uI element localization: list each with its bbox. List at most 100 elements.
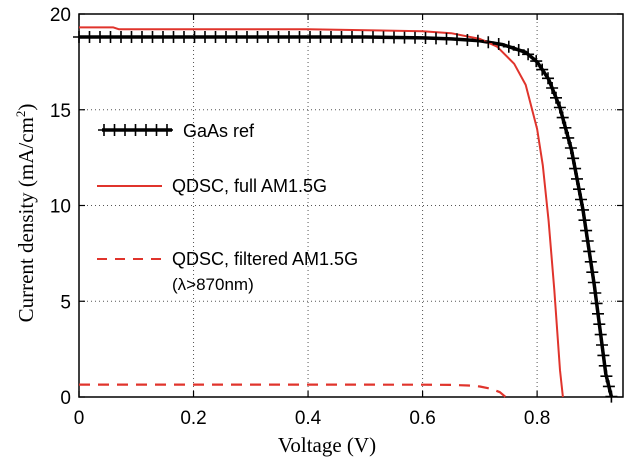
series-gaas-ref-marker xyxy=(512,44,525,56)
series-gaas-ref-marker xyxy=(419,32,432,44)
series-gaas-ref-marker xyxy=(530,55,543,68)
legend: GaAs ref QDSC, full AM1.5G QDSC, filtere… xyxy=(97,121,358,294)
series-gaas-ref-markers xyxy=(73,31,618,403)
x-tick-label: 0.2 xyxy=(180,408,206,429)
series-gaas-ref-marker xyxy=(492,38,505,50)
series-gaas-ref-marker xyxy=(146,31,159,43)
legend-sample-gaas-marker xyxy=(119,124,131,136)
series-gaas-ref-marker xyxy=(596,339,608,351)
y-tick-label: 20 xyxy=(50,5,71,26)
series-gaas-ref-marker xyxy=(556,111,569,124)
series-gaas-ref-marker xyxy=(199,31,211,43)
y-axis-title-main: Current density (mA/cm xyxy=(14,117,38,322)
series-gaas-ref-marker xyxy=(136,31,148,43)
series-gaas-ref-marker xyxy=(304,31,316,43)
series-gaas-ref-marker xyxy=(409,31,421,44)
series-gaas-ref-marker xyxy=(593,318,606,331)
series-gaas-ref-marker xyxy=(293,31,306,43)
series-qdsc-filtered-line xyxy=(79,383,507,398)
legend-label-gaas: GaAs ref xyxy=(183,121,255,141)
series-gaas-ref-marker xyxy=(583,245,596,258)
series-gaas-ref-marker xyxy=(482,36,495,49)
series-gaas-ref-marker xyxy=(602,380,615,393)
series-gaas-ref-marker xyxy=(94,31,106,43)
series-gaas-ref-marker xyxy=(471,34,484,47)
series-gaas-ref-marker xyxy=(594,328,607,341)
series-gaas-ref-marker xyxy=(573,183,585,196)
series-gaas-ref-marker xyxy=(104,31,117,43)
series-gaas-ref-marker xyxy=(598,359,611,372)
y-tick-label: 5 xyxy=(60,292,71,313)
series-gaas-ref-marker xyxy=(592,307,604,320)
series-gaas-ref-marker xyxy=(600,370,613,383)
legend-sample-gaas-marker xyxy=(98,124,110,136)
series-gaas-ref-marker xyxy=(73,31,85,43)
series-gaas-ref-marker xyxy=(559,121,572,134)
series-gaas-ref-marker xyxy=(553,101,566,114)
legend-sample-gaas-marker xyxy=(150,124,163,136)
series-gaas-ref-marker xyxy=(502,40,515,53)
legend-sample-gaas-marker xyxy=(140,124,152,136)
series-gaas-ref-marker xyxy=(272,31,285,43)
series-gaas-ref-marker xyxy=(587,276,600,289)
series-gaas-ref-marker xyxy=(398,31,411,44)
legend-label-qdsc-full: QDSC, full AM1.5G xyxy=(172,176,327,196)
series-gaas-ref-marker xyxy=(115,31,127,43)
series-gaas-ref-marker xyxy=(251,31,264,43)
y-axis-title-end: ) xyxy=(14,104,38,111)
series-gaas-ref-marker xyxy=(571,172,583,185)
series-gaas-ref-marker xyxy=(589,287,602,299)
grid-layer xyxy=(79,14,623,397)
series-gaas-ref-marker xyxy=(575,193,587,206)
series-gaas-ref-marker xyxy=(388,31,400,44)
axes-layer xyxy=(78,13,624,398)
series-gaas-ref-marker xyxy=(346,31,358,43)
series-gaas-ref-marker xyxy=(230,31,243,43)
series-gaas-ref-marker xyxy=(569,162,582,175)
y-axis-title-sup: 2 xyxy=(13,111,28,118)
series-gaas-ref-marker xyxy=(567,152,580,165)
series-layer xyxy=(73,26,618,403)
series-gaas-ref-marker xyxy=(314,31,327,43)
series-gaas-ref-marker xyxy=(377,31,390,44)
y-axis-title: Current density (mA/cm2) xyxy=(13,104,38,323)
legend-label-qdsc-filtered: QDSC, filtered AM1.5G xyxy=(172,249,358,269)
series-gaas-ref-marker xyxy=(590,297,603,310)
series-gaas-ref-marker xyxy=(262,31,274,43)
series-gaas-ref-marker xyxy=(522,48,535,61)
series-gaas-ref-marker xyxy=(430,32,442,45)
y-tick-label: 10 xyxy=(50,197,71,218)
series-gaas-ref-marker xyxy=(536,63,549,76)
series-gaas-ref-marker xyxy=(209,31,222,43)
tick-labels: 0 0.2 0.4 0.6 0.8 0 5 10 15 20 xyxy=(50,5,550,429)
x-tick-label: 0.4 xyxy=(295,408,322,429)
series-gaas-ref-marker xyxy=(157,31,169,43)
series-gaas-ref-marker xyxy=(83,31,96,43)
series-gaas-ref-marker xyxy=(356,31,369,43)
y-tick-label: 0 xyxy=(60,388,71,409)
series-gaas-ref-marker xyxy=(440,32,453,45)
series-gaas-ref-marker xyxy=(125,31,138,43)
series-gaas-ref-marker xyxy=(580,224,593,237)
x-tick-label: 0 xyxy=(74,408,85,429)
legend-sample-gaas xyxy=(98,124,173,136)
x-tick-label: 0.6 xyxy=(409,408,435,429)
series-gaas-ref-marker xyxy=(578,214,591,227)
series-gaas-ref-marker xyxy=(586,266,599,279)
series-gaas-ref-marker xyxy=(325,31,337,43)
series-gaas-ref-marker xyxy=(283,31,295,43)
series-gaas-ref-marker xyxy=(562,131,575,144)
series-gaas-ref-marker xyxy=(584,255,597,268)
series-gaas-ref-marker xyxy=(605,390,618,403)
series-gaas-ref-marker xyxy=(546,82,559,94)
series-gaas-ref-marker xyxy=(241,31,253,43)
legend-sample-gaas-marker xyxy=(108,124,121,136)
series-gaas-ref-marker xyxy=(581,235,594,247)
series-gaas-ref-marker xyxy=(550,91,562,104)
series-gaas-ref-marker xyxy=(597,349,610,362)
legend-label-qdsc-filtered-condition: (λ>870nm) xyxy=(172,275,254,294)
series-gaas-ref-marker xyxy=(220,31,232,43)
x-tick-label: 0.8 xyxy=(524,408,550,429)
